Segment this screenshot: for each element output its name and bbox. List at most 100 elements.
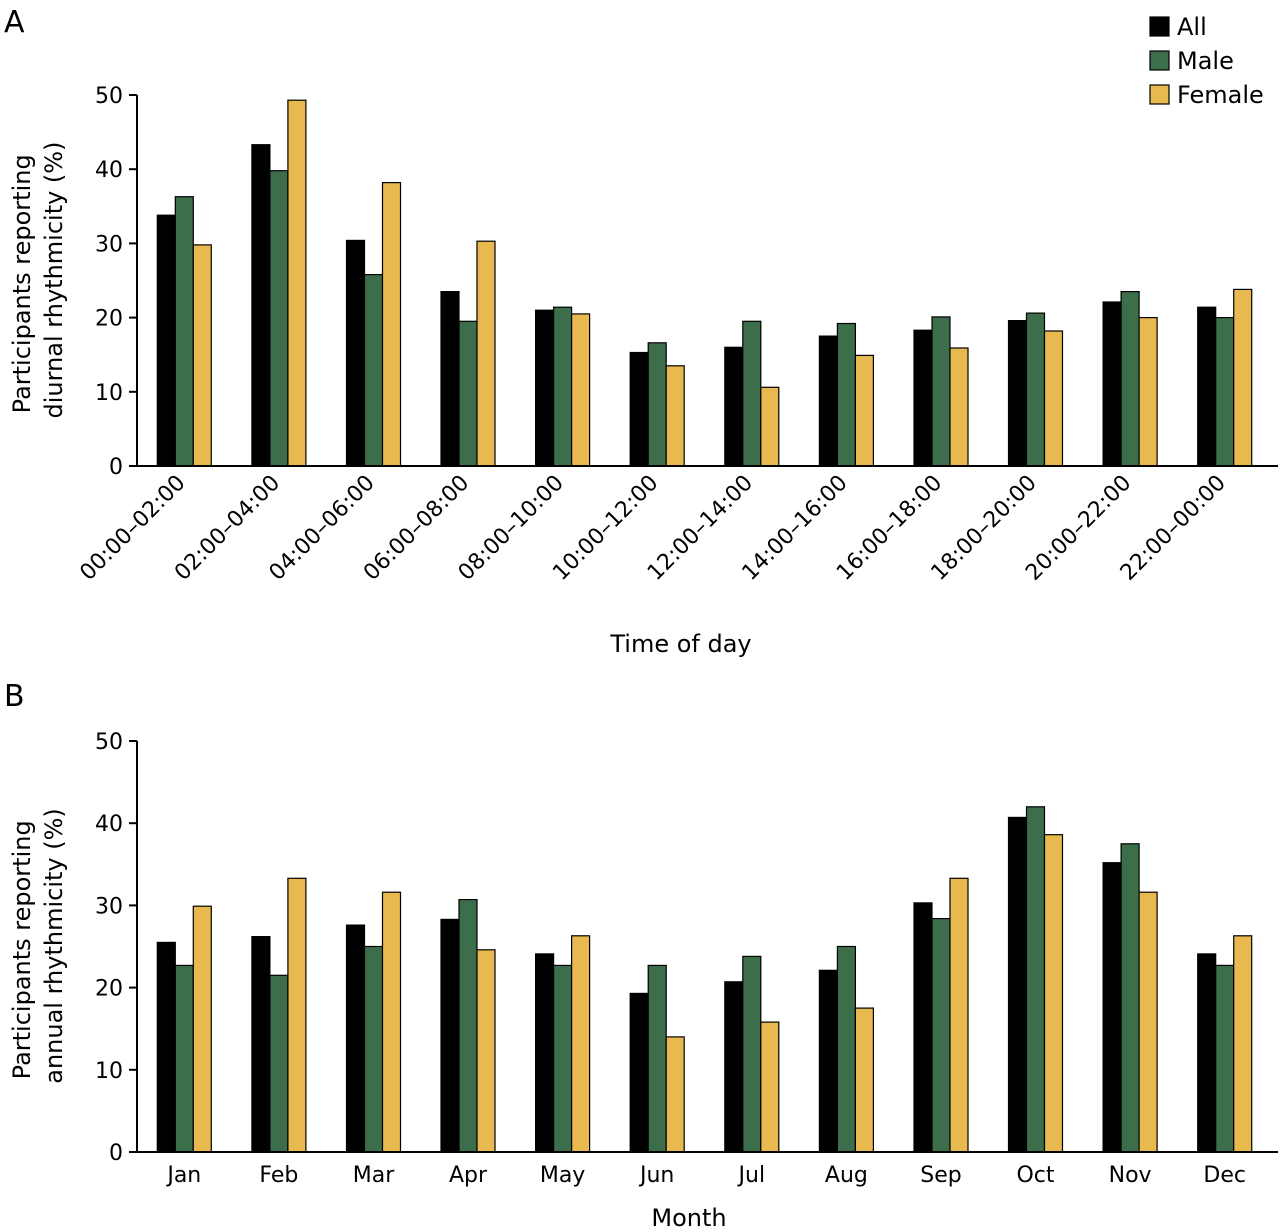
panel-b-y-tick-label-40: 40 <box>95 812 123 837</box>
panel-a-bar-female-14-00-16-00 <box>854 354 875 467</box>
panel-b-y-axis-title-line-1: Participants reporting <box>8 820 36 1079</box>
panel-a-bar-all-02-00-04-00 <box>251 144 271 467</box>
panel-a-bars <box>156 99 1253 467</box>
panel-a-letter: A <box>4 5 25 40</box>
panel-a-axes <box>129 94 1278 467</box>
panel-a-y-tick-label-20: 20 <box>95 307 123 332</box>
panel-b-x-tick-label-jul: Jul <box>737 1163 766 1188</box>
panel-b-bar-female-aug <box>854 1007 875 1153</box>
panel-b-x-tick-label-jun: Jun <box>638 1163 674 1188</box>
panel-b-bar-all-mar <box>345 924 366 1153</box>
legend-swatch-female <box>1149 84 1170 105</box>
legend-label-female: Female <box>1177 81 1264 109</box>
panel-b-x-axis-title: Month <box>651 1204 726 1232</box>
panel-b-bar-female-jan <box>192 905 212 1153</box>
panel-a-x-tick-labels: 00:00–02:0002:00–04:0004:00–06:0006:00–0… <box>75 471 1231 586</box>
panel-a-y-tick-label-0: 0 <box>109 455 123 480</box>
panel-a-bar-all-22-00-00-00 <box>1197 306 1217 467</box>
panel-a-bar-female-10-00-12-00 <box>665 365 685 467</box>
panel-a-bar-male-04-00-06-00 <box>363 274 384 467</box>
panel-b-y-tick-labels: 0 10 20 30 40 50 <box>95 730 123 1166</box>
panel-a-bar-male-16-00-18-00 <box>931 316 951 467</box>
panel-a-y-tick-labels: 0 10 20 30 40 50 <box>95 84 123 480</box>
panel-b-y-axis-title-line-2: annual rhythmicity (%) <box>40 808 68 1084</box>
panel-b-bar-all-jan <box>156 941 176 1153</box>
panel-a-bar-all-08-00-10-00 <box>534 309 555 467</box>
panel-b-bar-male-apr <box>458 898 478 1153</box>
panel-b-bar-all-feb <box>251 935 271 1153</box>
panel-a-y-axis-title: Participants reporting diurnal rhythmici… <box>8 142 68 419</box>
panel-a-y-tick-label-30: 30 <box>95 232 123 257</box>
panel-a-bar-female-18-00-20-00 <box>1043 330 1064 467</box>
panel-b-bar-female-dec <box>1233 935 1253 1153</box>
legend-swatch-male <box>1149 50 1170 71</box>
panel-b-bar-female-mar <box>381 891 402 1153</box>
panel-b-letter: B <box>4 679 25 714</box>
panel-b-y-axis-title: Participants reporting annual rhythmicit… <box>8 808 68 1084</box>
panel-a-bar-all-16-00-18-00 <box>913 329 933 467</box>
panel-b-bar-female-apr <box>476 949 496 1153</box>
panel-a-bar-female-08-00-10-00 <box>570 313 591 467</box>
panel-b-bar-male-jan <box>174 964 194 1153</box>
panel-a-diurnal-chart: A 0 10 20 30 40 50 00:00–02:0002:00–04:0004:0… <box>4 5 1278 658</box>
panel-b-x-tick-label-feb: Feb <box>259 1163 298 1188</box>
panel-b-x-tick-labels: Jan Feb Mar Apr May Jun Jul Aug Sep Oct Nov Dec <box>165 1163 1246 1188</box>
panel-b-bar-male-jun <box>647 964 667 1153</box>
panel-a-bar-female-20-00-22-00 <box>1138 317 1158 467</box>
panel-b-x-tick-label-sep: Sep <box>920 1163 961 1188</box>
panel-b-bar-female-nov <box>1138 891 1158 1153</box>
panel-a-bar-female-04-00-06-00 <box>381 182 402 467</box>
panel-b-x-tick-label-may: May <box>540 1163 585 1188</box>
panel-a-bar-male-14-00-16-00 <box>836 322 857 467</box>
panel-b-x-tick-label-mar: Mar <box>353 1163 395 1188</box>
panel-b-bar-male-sep <box>931 917 951 1153</box>
panel-b-bar-all-apr <box>440 918 460 1153</box>
panel-a-y-tick-label-50: 50 <box>95 84 123 109</box>
panel-a-bar-all-10-00-12-00 <box>629 351 649 467</box>
panel-a-bar-female-12-00-14-00 <box>760 386 780 467</box>
panel-a-bar-female-02-00-04-00 <box>287 99 307 467</box>
panel-b-bar-male-feb <box>269 974 289 1153</box>
panel-b-y-tick-label-10: 10 <box>95 1059 123 1084</box>
panel-b-bar-all-oct <box>1007 816 1028 1153</box>
panel-a-bar-all-04-00-06-00 <box>345 239 366 467</box>
panel-a-y-tick-label-10: 10 <box>95 381 123 406</box>
panel-b-y-tick-label-30: 30 <box>95 894 123 919</box>
panel-a-bar-male-08-00-10-00 <box>552 306 573 467</box>
panel-a-bar-female-16-00-18-00 <box>949 347 969 467</box>
panel-b-x-tick-label-apr: Apr <box>449 1163 488 1188</box>
panel-b-bar-female-jul <box>760 1021 780 1153</box>
legend-label-male: Male <box>1177 47 1234 75</box>
panel-b-x-tick-label-dec: Dec <box>1203 1163 1246 1188</box>
panel-a-bar-female-00-00-02-00 <box>192 244 212 467</box>
panel-b-bar-male-mar <box>363 945 384 1153</box>
panel-a-bar-male-22-00-00-00 <box>1215 317 1235 467</box>
panel-b-x-tick-label-jan: Jan <box>165 1163 201 1188</box>
panel-a-y-axis-title-line-1: Participants reporting <box>8 154 36 413</box>
panel-b-bar-all-aug <box>818 969 839 1153</box>
panel-b-x-tick-label-nov: Nov <box>1109 1163 1152 1188</box>
panel-b-bar-all-jul <box>724 981 744 1153</box>
panel-b-bar-male-aug <box>836 945 857 1153</box>
panel-a-bar-male-02-00-04-00 <box>269 170 289 467</box>
panel-b-bar-all-nov <box>1102 862 1122 1153</box>
panel-b-bar-female-may <box>570 935 591 1153</box>
panel-a-bar-all-20-00-22-00 <box>1102 301 1122 467</box>
panel-b-bar-male-may <box>552 964 573 1153</box>
panel-b-y-tick-label-50: 50 <box>95 730 123 755</box>
panel-b-bar-female-feb <box>287 877 307 1153</box>
panel-a-bar-all-12-00-14-00 <box>724 346 744 467</box>
panel-a-y-tick-label-40: 40 <box>95 158 123 183</box>
panel-a-bar-all-06-00-08-00 <box>440 291 460 467</box>
panel-b-x-tick-label-aug: Aug <box>825 1163 868 1188</box>
panel-b-bar-female-sep <box>949 877 969 1153</box>
legend-swatch-all <box>1149 16 1170 37</box>
panel-a-y-axis-title-line-2: diurnal rhythmicity (%) <box>40 142 68 419</box>
legend: All Male Female <box>1149 13 1264 109</box>
panel-b-annual-chart: B 0 10 20 30 40 50 Jan Feb Mar Apr May Jun Jul Aug Se… <box>4 679 1278 1232</box>
panel-b-y-tick-label-20: 20 <box>95 977 123 1002</box>
panel-b-y-tick-label-0: 0 <box>109 1141 123 1166</box>
legend-label-all: All <box>1177 13 1207 41</box>
panel-b-axes <box>129 740 1278 1153</box>
